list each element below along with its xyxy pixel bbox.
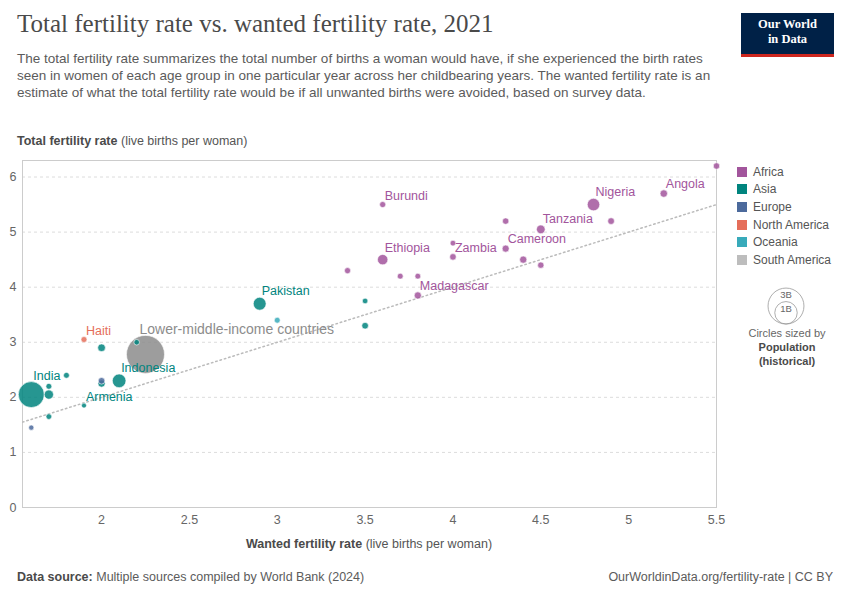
svg-text:Madagascar: Madagascar bbox=[420, 279, 489, 293]
svg-text:Zambia: Zambia bbox=[455, 241, 497, 255]
svg-text:Haiti: Haiti bbox=[86, 324, 111, 338]
html-text:(historical): (historical) bbox=[758, 355, 816, 367]
svg-text:4: 4 bbox=[449, 513, 456, 527]
svg-text:4: 4 bbox=[10, 280, 17, 294]
html-text:Total fertility rate (live bir: Total fertility rate (live births per wo… bbox=[17, 134, 248, 148]
svg-text:0: 0 bbox=[10, 501, 17, 515]
svg-text:5: 5 bbox=[625, 513, 632, 527]
svg-text:3.5: 3.5 bbox=[356, 513, 373, 527]
html-text:South America: South America bbox=[753, 252, 831, 267]
svg-text:Pakistan: Pakistan bbox=[262, 284, 310, 298]
svg-text:3B: 3B bbox=[780, 289, 792, 300]
svg-text:5: 5 bbox=[10, 225, 17, 239]
svg-text:4.5: 4.5 bbox=[532, 513, 549, 527]
svg-text:Lower-middle-income countries: Lower-middle-income countries bbox=[139, 321, 334, 337]
svg-text:Tanzania: Tanzania bbox=[543, 212, 593, 226]
svg-text:2: 2 bbox=[10, 390, 17, 404]
html-text:Europe: Europe bbox=[753, 200, 792, 214]
svg-text:5.5: 5.5 bbox=[708, 513, 725, 527]
svg-text:Angola: Angola bbox=[666, 177, 705, 191]
svg-text:Indonesia: Indonesia bbox=[121, 361, 175, 375]
html-text:Data source: Multiple sources: Data source: Multiple sources compiled b… bbox=[17, 570, 365, 584]
svg-text:3: 3 bbox=[274, 513, 281, 527]
html-text:Population: Population bbox=[758, 341, 816, 353]
svg-text:Cameroon: Cameroon bbox=[508, 232, 566, 246]
html-text:Oceania: Oceania bbox=[753, 235, 798, 250]
html-text:The total fertility rate summa: The total fertility rate summarizes the … bbox=[17, 51, 711, 100]
svg-text:3: 3 bbox=[10, 335, 17, 349]
svg-text:1B: 1B bbox=[780, 303, 792, 314]
html-text:Our World: Our World bbox=[758, 17, 817, 31]
svg-text:India: India bbox=[33, 369, 60, 383]
svg-text:2: 2 bbox=[98, 513, 105, 527]
html-text:Africa: Africa bbox=[753, 164, 784, 179]
html-text:in Data: in Data bbox=[767, 32, 808, 46]
html-text:Wanted fertility rate (live bi: Wanted fertility rate (live births per w… bbox=[245, 537, 493, 551]
svg-text:Ethiopia: Ethiopia bbox=[385, 241, 430, 255]
svg-text:Burundi: Burundi bbox=[385, 189, 428, 203]
svg-text:Nigeria: Nigeria bbox=[596, 185, 636, 199]
svg-text:Armenia: Armenia bbox=[86, 390, 133, 404]
html-text:Total fertility rate vs. wante: Total fertility rate vs. wanted fertilit… bbox=[17, 10, 494, 37]
html-text:Asia: Asia bbox=[753, 182, 777, 197]
html-text:OurWorldinData.org/fertility-r: OurWorldinData.org/fertility-rate | CC B… bbox=[608, 570, 833, 584]
svg-text:2.5: 2.5 bbox=[181, 513, 198, 527]
svg-text:6: 6 bbox=[10, 170, 17, 184]
html-text:North America: North America bbox=[753, 217, 829, 232]
svg-text:1: 1 bbox=[10, 445, 17, 459]
html-text:Circles sized by: Circles sized by bbox=[748, 327, 826, 339]
